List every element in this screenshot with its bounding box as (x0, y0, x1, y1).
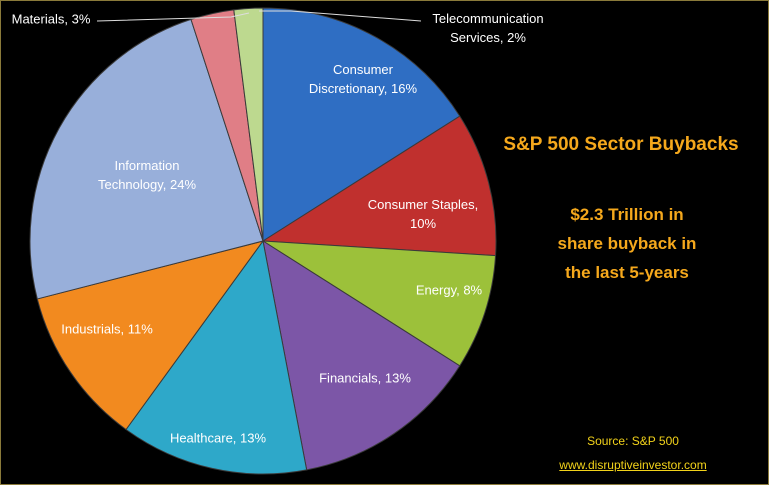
pie-slice (233, 7, 264, 242)
leader-line (96, 12, 250, 22)
slice-label: Financials, 13% (319, 370, 411, 386)
subtitle-line: $2.3 Trillion in (570, 205, 684, 224)
website-link[interactable]: www.disruptiveinvestor.com (559, 458, 707, 472)
slice-label: Information Technology, 24% (97, 158, 197, 192)
slice-label: Materials, 3% (11, 11, 91, 27)
slice-label: Consumer Discretionary, 16% (308, 62, 418, 96)
pie-slice (262, 240, 497, 367)
pie-slice (29, 18, 264, 300)
pie-slice (125, 239, 308, 475)
slice-label: Healthcare, 13% (169, 430, 267, 446)
source: Source: S&P 500 (587, 434, 679, 448)
pie-slice (262, 239, 461, 471)
pie-slice (262, 7, 461, 242)
slice-label: Energy, 8% (415, 282, 483, 298)
leader-line (259, 10, 422, 22)
slice-label: Telecommunication Services, 2% (432, 11, 544, 45)
slice-label: Industrials, 11% (61, 321, 153, 337)
slice-label: Consumer Staples, 10% (367, 197, 479, 231)
chart-title: S&P 500 Sector Buybacks (503, 134, 739, 155)
pie-slice (36, 240, 265, 431)
pie-slice (261, 115, 497, 257)
subtitle-line: share buyback in (557, 234, 697, 253)
subtitle-line: the last 5-years (565, 263, 689, 282)
